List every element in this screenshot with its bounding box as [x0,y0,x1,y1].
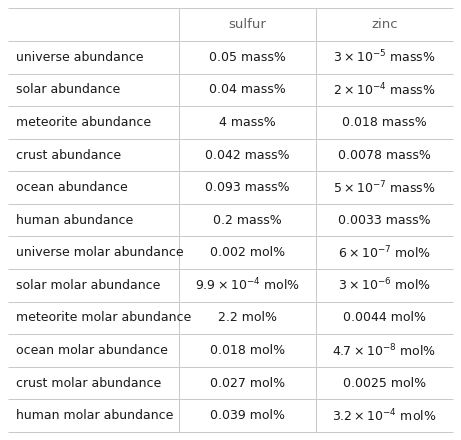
Text: sulfur: sulfur [229,18,266,31]
Text: 0.0025 mol%: 0.0025 mol% [343,377,426,390]
Text: $3\times10^{-5}$ mass%: $3\times10^{-5}$ mass% [333,49,436,66]
Text: $9.9\times10^{-4}$ mol%: $9.9\times10^{-4}$ mol% [195,277,300,293]
Text: solar molar abundance: solar molar abundance [16,279,160,292]
Text: crust abundance: crust abundance [16,149,121,161]
Text: solar abundance: solar abundance [16,83,120,96]
Text: $6\times10^{-7}$ mol%: $6\times10^{-7}$ mol% [338,245,431,261]
Text: 0.0033 mass%: 0.0033 mass% [338,214,431,227]
Text: zinc: zinc [371,18,398,31]
Text: 0.04 mass%: 0.04 mass% [209,83,286,96]
Text: human abundance: human abundance [16,214,133,227]
Text: 0.002 mol%: 0.002 mol% [210,246,285,259]
Text: $3\times10^{-6}$ mol%: $3\times10^{-6}$ mol% [338,277,431,293]
Text: meteorite molar abundance: meteorite molar abundance [16,312,191,324]
Text: 0.018 mol%: 0.018 mol% [210,344,285,357]
Text: human molar abundance: human molar abundance [16,409,173,422]
Text: 0.042 mass%: 0.042 mass% [205,149,290,161]
Text: 0.093 mass%: 0.093 mass% [205,181,290,194]
Text: 0.018 mass%: 0.018 mass% [342,116,427,129]
Text: 0.027 mol%: 0.027 mol% [210,377,285,390]
Text: ocean molar abundance: ocean molar abundance [16,344,168,357]
Text: 0.2 mass%: 0.2 mass% [213,214,282,227]
Text: $2\times10^{-4}$ mass%: $2\times10^{-4}$ mass% [333,81,436,98]
Text: universe abundance: universe abundance [16,51,143,64]
Text: universe molar abundance: universe molar abundance [16,246,183,259]
Text: 4 mass%: 4 mass% [219,116,276,129]
Text: 0.0044 mol%: 0.0044 mol% [343,312,426,324]
Text: $5\times10^{-7}$ mass%: $5\times10^{-7}$ mass% [333,180,436,196]
Text: 0.039 mol%: 0.039 mol% [210,409,285,422]
Text: 2.2 mol%: 2.2 mol% [218,312,277,324]
Text: ocean abundance: ocean abundance [16,181,128,194]
Text: 0.0078 mass%: 0.0078 mass% [338,149,431,161]
Text: crust molar abundance: crust molar abundance [16,377,161,390]
Text: 0.05 mass%: 0.05 mass% [209,51,286,64]
Text: $3.2\times10^{-4}$ mol%: $3.2\times10^{-4}$ mol% [332,407,437,424]
Text: $4.7\times10^{-8}$ mol%: $4.7\times10^{-8}$ mol% [332,342,437,359]
Text: meteorite abundance: meteorite abundance [16,116,151,129]
